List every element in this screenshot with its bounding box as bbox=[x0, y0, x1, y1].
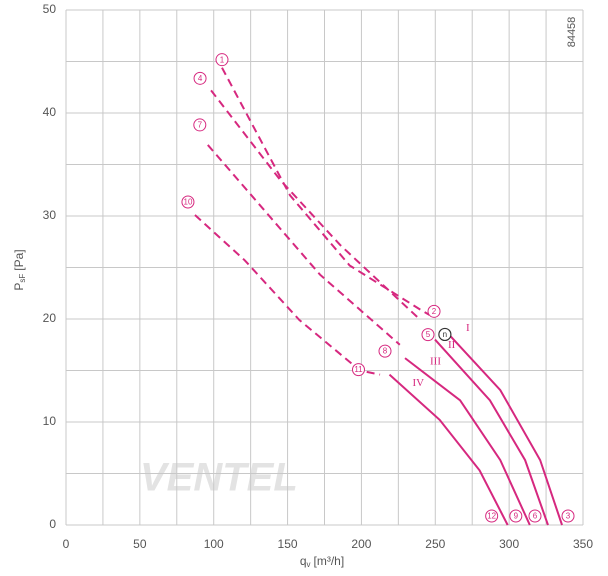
solid-curve bbox=[444, 329, 563, 526]
curve-name: III bbox=[430, 356, 441, 368]
curve-label: 7 bbox=[198, 121, 203, 130]
y-tick-label: 50 bbox=[43, 2, 57, 16]
curve-name: II bbox=[448, 339, 456, 351]
dashed-curve bbox=[221, 67, 430, 316]
y-tick-label: 0 bbox=[49, 517, 56, 531]
x-tick-label: 300 bbox=[499, 537, 519, 551]
x-tick-label: 50 bbox=[133, 537, 147, 551]
curve-label: 1 bbox=[220, 55, 225, 64]
y-tick-label: 10 bbox=[43, 414, 57, 428]
label-circle bbox=[181, 195, 195, 209]
y-label-sub: sF bbox=[18, 274, 27, 283]
x-tick-label: 350 bbox=[573, 537, 593, 551]
x-tick-label: 0 bbox=[63, 537, 70, 551]
curve-label: 3 bbox=[566, 512, 571, 521]
x-label-main: q bbox=[300, 554, 307, 568]
label-circle bbox=[528, 509, 542, 523]
curve-label: 10 bbox=[184, 198, 193, 207]
dashed-curve bbox=[210, 89, 422, 321]
operating-point bbox=[438, 327, 452, 342]
watermark: VENTEL bbox=[140, 456, 298, 500]
label-circle bbox=[485, 509, 499, 523]
dashed-curve bbox=[207, 144, 401, 346]
x-label-sub: v bbox=[307, 560, 311, 569]
curve-label: 12 bbox=[487, 512, 496, 521]
y-tick-label: 20 bbox=[43, 311, 57, 325]
y-axis-label: PsF [Pa] bbox=[12, 249, 27, 290]
code: 84458 bbox=[566, 17, 578, 48]
label-circle bbox=[421, 328, 435, 342]
x-tick-label: 150 bbox=[278, 537, 298, 551]
x-axis-label: qv [m³/h] bbox=[300, 554, 344, 569]
solid-curve bbox=[388, 373, 509, 526]
curve-label: 9 bbox=[514, 512, 519, 521]
x-label-unit: [m³/h] bbox=[314, 554, 345, 568]
curve-label: 2 bbox=[432, 307, 437, 316]
label-circle bbox=[215, 53, 229, 67]
curve-label: 8 bbox=[383, 347, 388, 356]
operating-point-label: n bbox=[443, 330, 447, 339]
curve-label: 11 bbox=[354, 365, 363, 374]
x-tick-label: 200 bbox=[351, 537, 371, 551]
y-tick-label: 30 bbox=[43, 208, 57, 222]
label-circle bbox=[427, 304, 441, 318]
x-tick-label: 250 bbox=[425, 537, 445, 551]
label-circle bbox=[351, 363, 365, 377]
curve-name: I bbox=[466, 322, 470, 334]
curve-name: IV bbox=[412, 377, 424, 389]
curve-label: 4 bbox=[198, 74, 203, 83]
y-label-unit: [Pa] bbox=[12, 249, 26, 270]
label-circle bbox=[509, 509, 523, 523]
label-circle bbox=[561, 509, 575, 523]
solid-curve bbox=[404, 357, 531, 526]
y-tick-label: 40 bbox=[43, 105, 57, 119]
x-tick-label: 100 bbox=[204, 537, 224, 551]
curve-label: 5 bbox=[426, 330, 431, 339]
y-label-main: P bbox=[12, 283, 26, 291]
label-circle bbox=[193, 71, 207, 85]
label-circle bbox=[378, 344, 392, 358]
solid-curve bbox=[434, 338, 549, 526]
dashed-curve bbox=[194, 214, 381, 376]
curve-label: 6 bbox=[533, 512, 538, 521]
label-circle bbox=[193, 118, 207, 132]
